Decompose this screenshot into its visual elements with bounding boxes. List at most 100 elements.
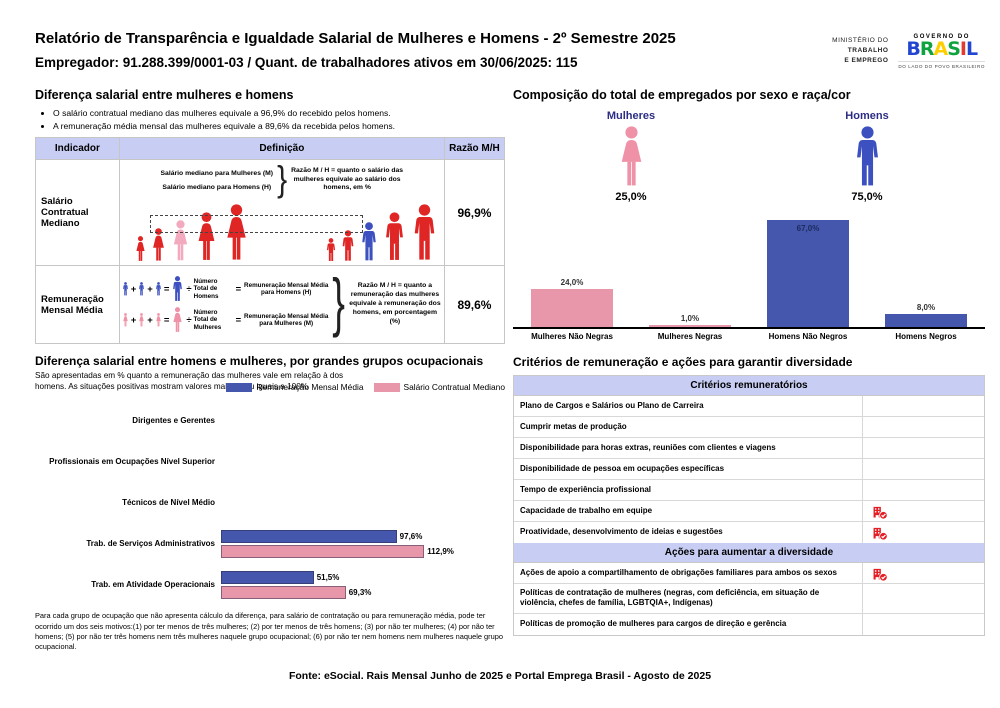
occupation-row: Dirigentes e Gerentes bbox=[35, 400, 505, 441]
legend-label: Remuneração Mensal Média bbox=[256, 382, 364, 393]
criteria-check-cell bbox=[862, 396, 984, 416]
woman-icon bbox=[138, 313, 145, 327]
building-check-icon bbox=[871, 503, 888, 520]
criteria-table: Critérios remuneratórios Plano de Cargos… bbox=[513, 375, 985, 636]
bar-column: 1,0% bbox=[631, 314, 749, 327]
criteria-label: Cumprir metas de produção bbox=[520, 421, 627, 431]
ratio-value: 96,9% bbox=[443, 159, 506, 266]
man-icon bbox=[340, 230, 356, 262]
criteria-row: Ações de apoio a compartilhamento de obr… bbox=[514, 563, 984, 584]
criteria-check-cell bbox=[862, 563, 984, 583]
woman-icon bbox=[155, 313, 162, 327]
criteria-label: Plano de Cargos e Salários ou Plano de C… bbox=[520, 400, 704, 410]
man-icon bbox=[852, 126, 883, 188]
criteria-label: Capacidade de trabalho em equipe bbox=[520, 505, 653, 515]
criteria-check-cell bbox=[862, 501, 984, 521]
occupation-category-label: Dirigentes e Gerentes bbox=[132, 415, 215, 425]
bar-value-label: 67,0% bbox=[796, 223, 820, 233]
left-column: Diferença salarial entre mulheres e home… bbox=[35, 88, 506, 653]
ratio-value: 89,6% bbox=[443, 265, 506, 344]
x-axis-label: Homens Não Negros bbox=[768, 332, 848, 341]
men-group-label: Homens bbox=[845, 110, 889, 122]
ministry-line: TRABALHO bbox=[847, 47, 889, 55]
men-percentage: 75,0% bbox=[851, 191, 883, 203]
mean-formula-diagram: + + = ÷ Número Total de Homens = Re bbox=[122, 267, 442, 340]
report-header: Relatório de Transparência e Igualdade S… bbox=[35, 30, 985, 70]
salary-gap-bullets: O salário contratual mediano das mulhere… bbox=[45, 108, 505, 131]
criteria-check-cell bbox=[862, 417, 984, 437]
man-icon bbox=[122, 282, 129, 296]
col-header-definicao: Definição bbox=[118, 137, 445, 160]
composition-title: Composição do total de empregados por se… bbox=[513, 88, 851, 102]
bar bbox=[531, 288, 613, 327]
man-icon bbox=[382, 212, 407, 262]
brasil-logo: GOVERNO DO BRASIL DO LADO DO POVO BRASIL… bbox=[898, 34, 985, 69]
occupation-gap-subtitle: São apresentadas em % quanto a remuneraç… bbox=[35, 371, 344, 391]
man-icon bbox=[410, 204, 439, 262]
occupation-row: Profissionais em Ocupações Nível Superio… bbox=[35, 441, 505, 482]
gov-logo-block: MINISTÉRIO DO TRABALHO E EMPREGO GOVERNO… bbox=[832, 32, 985, 70]
legend-item: Salário Contratual Mediano bbox=[373, 382, 505, 392]
median-dashed-box bbox=[149, 215, 363, 233]
report-subtitle: Empregador: 91.288.399/0001-03 / Quant. … bbox=[35, 55, 578, 70]
brasil-wordmark: BRASIL bbox=[906, 37, 978, 60]
table-row: Salário Contratual Mediano Salário media… bbox=[35, 159, 506, 266]
criteria-title: Critérios de remuneração e ações para ga… bbox=[513, 355, 853, 369]
woman-icon bbox=[122, 313, 129, 327]
criteria-label: Políticas de promoção de mulheres para c… bbox=[520, 619, 787, 629]
criteria-row: Disponibilidade para horas extras, reuni… bbox=[514, 438, 984, 459]
bar-value-label: 8,0% bbox=[916, 303, 936, 313]
bar-value-label: 69,3% bbox=[348, 587, 372, 597]
occupation-footnote: Para cada grupo de ocupação que não apre… bbox=[35, 611, 503, 652]
gov-slogan: DO LADO DO POVO BRASILEIRO bbox=[898, 60, 985, 69]
ministry-line: MINISTÉRIO DO bbox=[832, 37, 889, 45]
criteria-row: Políticas de contratação de mulheres (ne… bbox=[514, 584, 984, 614]
median-men-label: Salário mediano para Homens (H) bbox=[162, 183, 272, 191]
source-footer: Fonte: eSocial. Rais Mensal Junho de 202… bbox=[288, 670, 712, 682]
brace-glyph: } bbox=[332, 267, 345, 340]
occupation-bar-chart: Dirigentes e Gerentes Profissionais em Oc… bbox=[35, 400, 505, 605]
ministry-line: E EMPREGO bbox=[844, 56, 889, 64]
chart-legend: Remuneração Mensal Média Salário Contratu… bbox=[226, 382, 505, 392]
bar-value-label: 97,6% bbox=[399, 531, 423, 541]
woman-icon bbox=[616, 126, 647, 188]
woman-icon bbox=[171, 307, 184, 333]
median-people-diagram bbox=[122, 200, 442, 262]
criteria-check-cell bbox=[862, 480, 984, 500]
bar-value-label: 112,9% bbox=[427, 546, 454, 556]
composition-icons: Mulheres 25,0% Homens 75,0% bbox=[513, 110, 985, 203]
table-row: Remuneração Mensal Média + + = bbox=[35, 265, 506, 344]
criteria-row: Plano de Cargos e Salários ou Plano de C… bbox=[514, 396, 984, 417]
occupation-row: Trab. em Atividade Operacionais 51,5% 69,3… bbox=[35, 564, 505, 605]
woman-icon bbox=[150, 228, 167, 262]
criteria-label: Políticas de contratação de mulheres (ne… bbox=[520, 588, 820, 608]
man-icon bbox=[138, 282, 145, 296]
criteria-row: Políticas de promoção de mulheres para c… bbox=[514, 613, 984, 635]
criteria-row: Disponibilidade de pessoa em ocupações e… bbox=[514, 459, 984, 480]
occupation-category-label: Trab. de Serviços Administrativos bbox=[86, 538, 215, 548]
brace-glyph: } bbox=[277, 159, 288, 200]
occupation-category-label: Técnicos de Nível Médio bbox=[122, 497, 215, 507]
man-icon bbox=[155, 282, 162, 296]
median-women-label: Salário mediano para Mulheres (M) bbox=[160, 169, 274, 177]
bar bbox=[221, 585, 346, 599]
occupation-row: Técnicos de Nível Médio bbox=[35, 482, 505, 523]
bullet-item: A remuneração média mensal das mulheres … bbox=[53, 121, 505, 131]
building-check-icon bbox=[871, 565, 888, 582]
woman-icon bbox=[222, 204, 251, 262]
criteria-check-cell bbox=[862, 613, 984, 635]
bullet-item: O salário contratual mediano das mulhere… bbox=[53, 108, 505, 118]
composition-bar-chart: 24,0% 1,0% 67,0% 8,0% Mulheres Não Negras Mu… bbox=[513, 215, 985, 341]
criteria-label: Ações de apoio a compartilhamento de obr… bbox=[520, 567, 837, 577]
right-column: Composição do total de empregados por se… bbox=[513, 88, 985, 653]
criteria-check-cell bbox=[862, 459, 984, 479]
bar-value-label: 51,5% bbox=[316, 572, 340, 582]
criteria-label: Tempo de experiência profissional bbox=[520, 484, 651, 494]
salary-gap-title: Diferença salarial entre mulheres e home… bbox=[35, 88, 294, 102]
occupation-gap-title: Diferença salarial entre homens e mulher… bbox=[35, 354, 484, 368]
criteria-section1-header: Critérios remuneratórios bbox=[514, 376, 984, 396]
ratio-definition-note: Razão M / H = quanto a remuneração das m… bbox=[349, 282, 441, 325]
criteria-row: Proatividade, desenvolvimento de ideias … bbox=[514, 522, 984, 543]
legend-swatch bbox=[226, 382, 253, 392]
man-icon bbox=[325, 238, 337, 262]
